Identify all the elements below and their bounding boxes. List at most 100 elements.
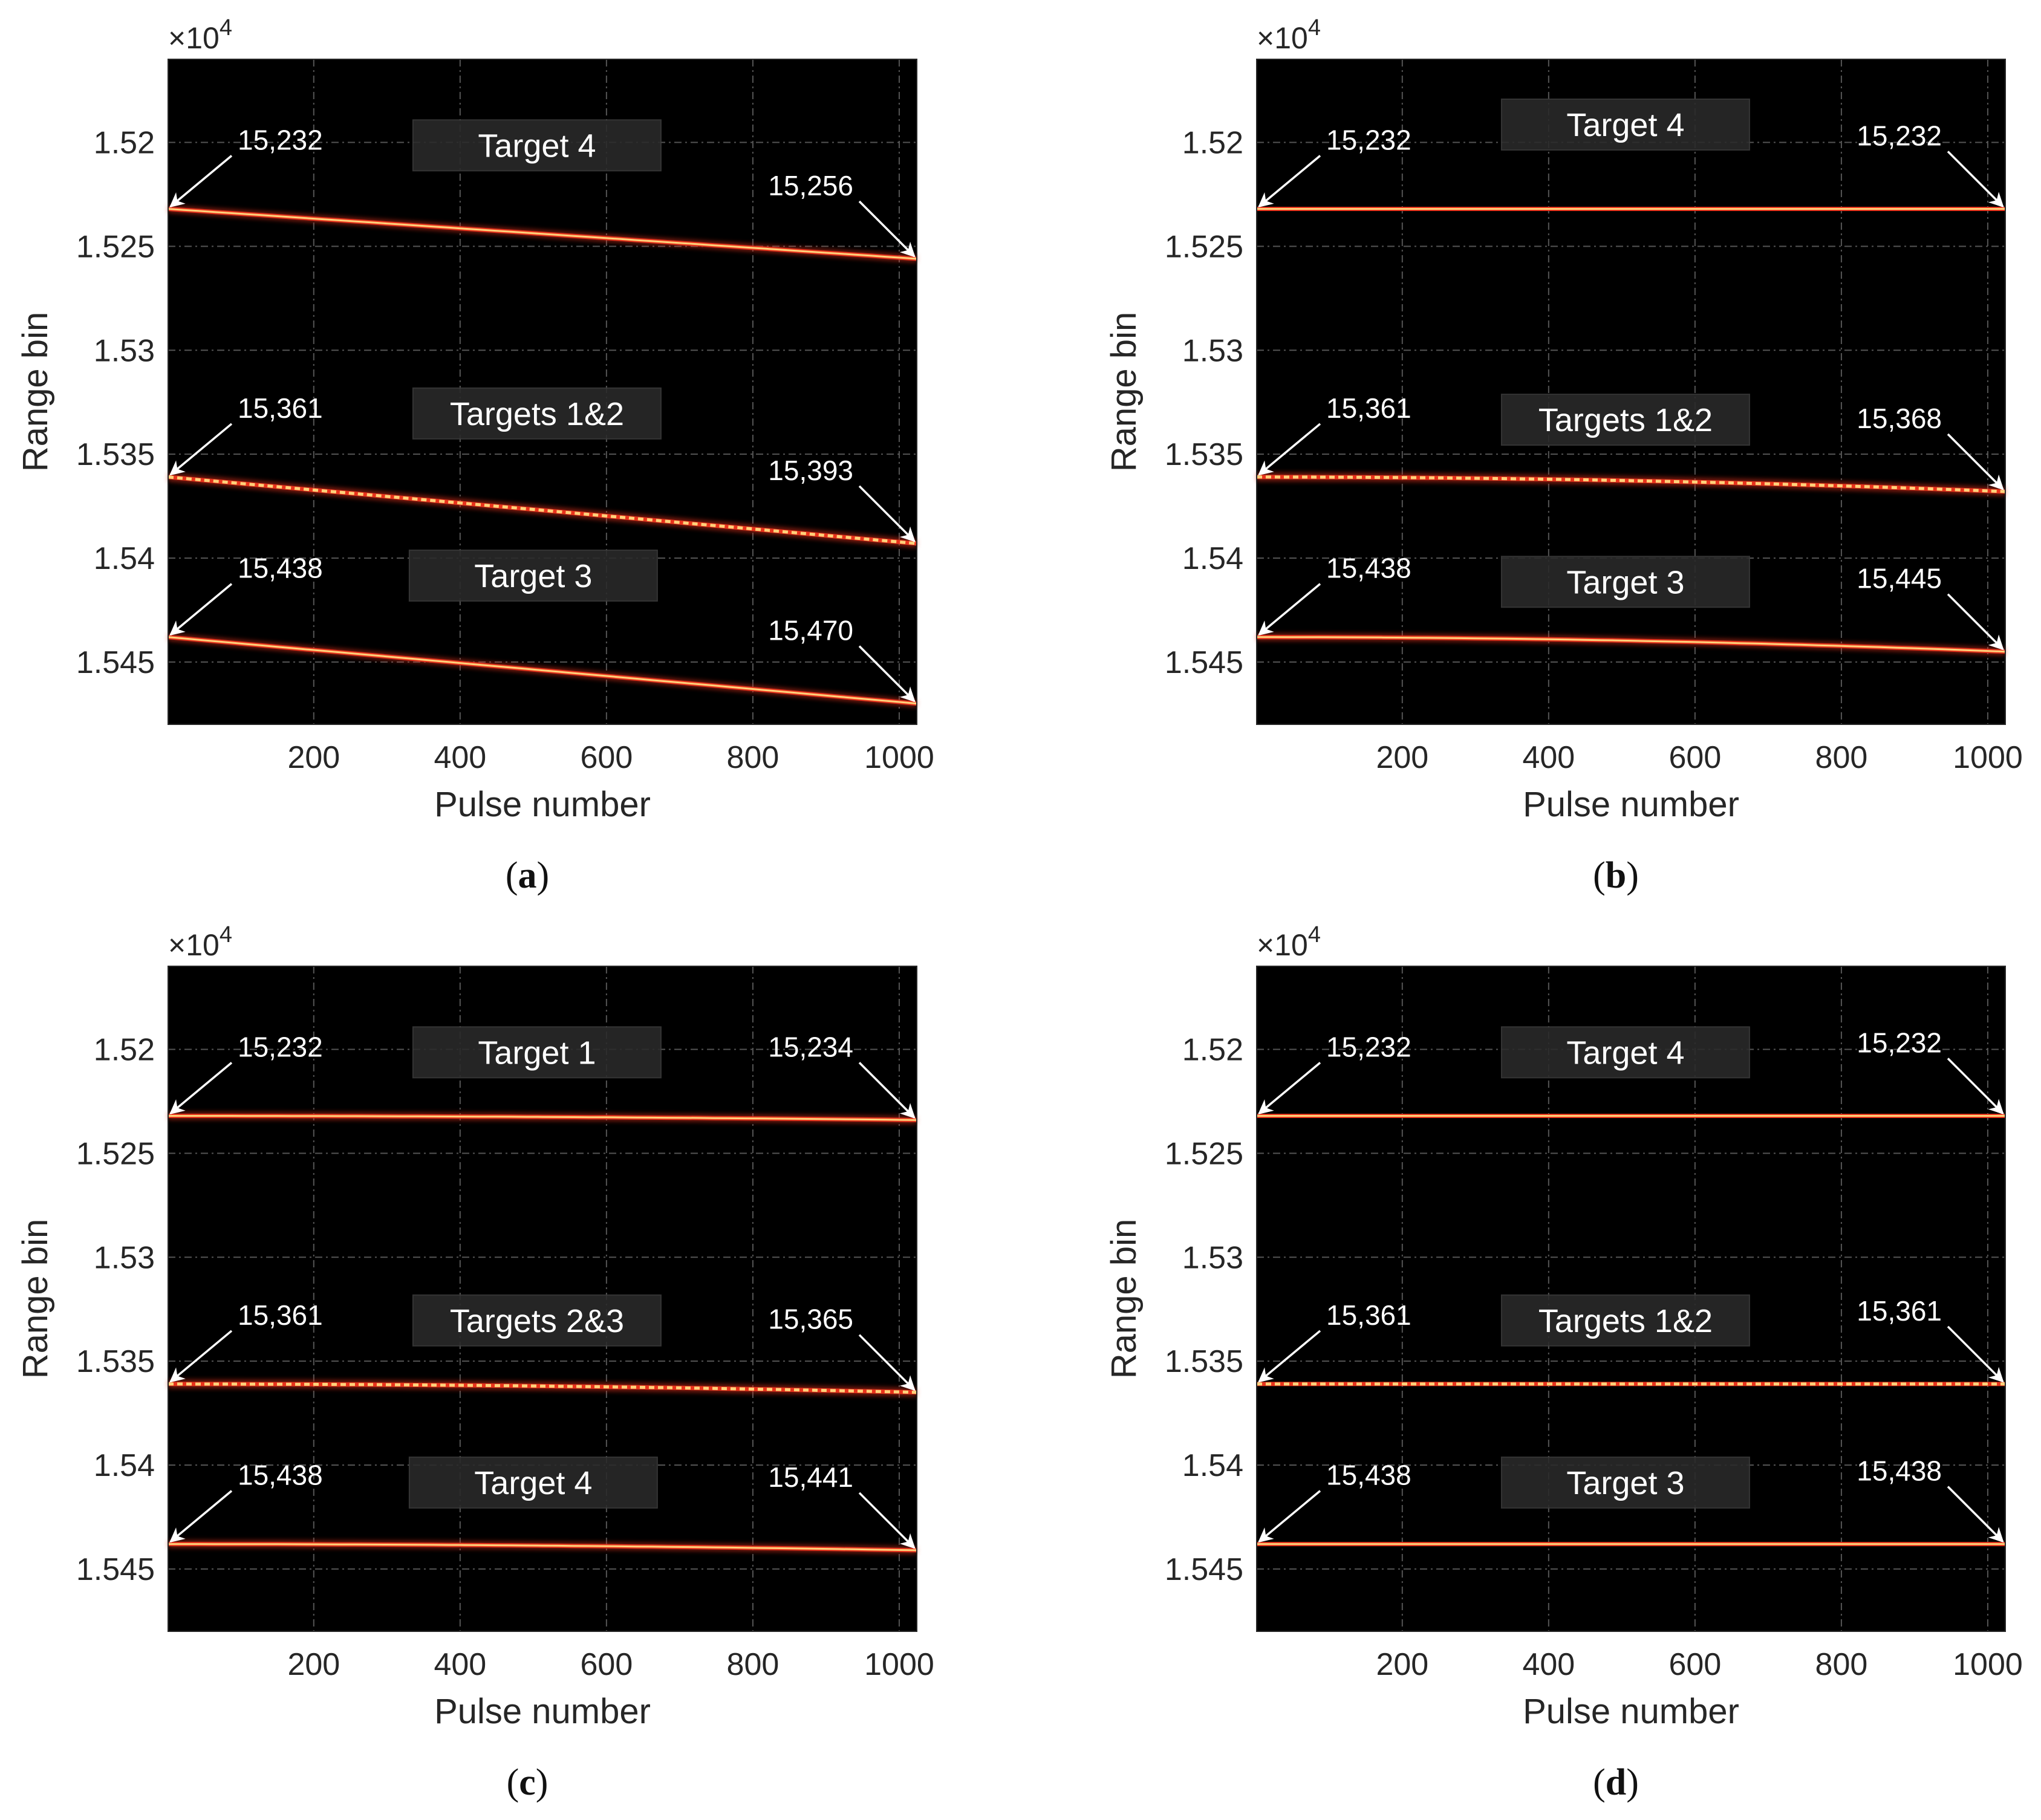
start-value-label: 15,361 bbox=[238, 392, 323, 424]
caption-letter: c bbox=[519, 1762, 536, 1803]
start-value-label: 15,232 bbox=[1326, 1032, 1411, 1063]
end-value-label: 15,361 bbox=[1857, 1295, 1942, 1327]
y-tick-label: 1.54 bbox=[1182, 1448, 1243, 1483]
track-core bbox=[168, 208, 917, 260]
start-arrow bbox=[1258, 155, 1321, 208]
y-tick-label: 1.52 bbox=[1182, 1033, 1243, 1068]
x-tick-label: 200 bbox=[1376, 740, 1428, 775]
panel-caption: (d) bbox=[1593, 1762, 1639, 1803]
y-exponent-label: ×104 bbox=[1257, 922, 1321, 962]
end-value-label: 15,256 bbox=[768, 170, 853, 201]
start-arrow bbox=[1258, 423, 1321, 476]
y-tick-label: 1.535 bbox=[1165, 1344, 1243, 1379]
plot-frame bbox=[1256, 59, 2006, 725]
x-tick-label: 1000 bbox=[1953, 1647, 2023, 1682]
y-exponent-power: 4 bbox=[1308, 922, 1321, 947]
track-core bbox=[168, 636, 917, 705]
y-tick-label: 1.525 bbox=[1165, 1136, 1243, 1171]
target-label-box bbox=[412, 1026, 662, 1079]
end-arrow bbox=[858, 1062, 916, 1119]
end-arrow bbox=[858, 485, 916, 542]
target-label-box bbox=[412, 387, 662, 440]
start-value-label: 15,232 bbox=[238, 1032, 323, 1063]
y-tick-label: 1.54 bbox=[94, 541, 155, 576]
y-tick-label: 1.525 bbox=[76, 229, 155, 264]
end-value-label: 15,393 bbox=[768, 455, 853, 486]
x-tick-label: 200 bbox=[287, 1647, 340, 1682]
target-label: Target 1 bbox=[478, 1035, 596, 1071]
y-exponent-label: ×104 bbox=[168, 922, 232, 962]
end-arrow bbox=[1947, 151, 2004, 208]
x-axis-label: Pulse number bbox=[434, 785, 651, 824]
start-value-label: 15,438 bbox=[1326, 553, 1411, 584]
y-exponent-label: ×104 bbox=[1257, 15, 1321, 55]
end-arrow bbox=[1947, 433, 2004, 490]
x-axis-label: Pulse number bbox=[434, 1692, 651, 1731]
y-exponent-base: ×10 bbox=[1257, 928, 1308, 962]
y-tick-label: 1.535 bbox=[76, 1344, 155, 1379]
y-tick-label: 1.535 bbox=[76, 437, 155, 472]
target-label-box bbox=[1500, 394, 1750, 446]
x-tick-label: 400 bbox=[1522, 1647, 1575, 1682]
start-value-label: 15,438 bbox=[238, 553, 323, 584]
end-value-label: 15,234 bbox=[768, 1031, 853, 1062]
y-tick-label: 1.53 bbox=[94, 333, 155, 368]
y-tick-label: 1.53 bbox=[1182, 1240, 1243, 1275]
end-value-label: 15,470 bbox=[768, 615, 853, 646]
y-tick-label: 1.525 bbox=[76, 1136, 155, 1171]
start-value-label: 15,232 bbox=[1326, 125, 1411, 156]
track-core bbox=[1257, 475, 2006, 493]
y-exponent-base: ×10 bbox=[168, 928, 220, 962]
start-arrow bbox=[1258, 1062, 1321, 1115]
target-label-box bbox=[408, 1456, 658, 1509]
x-tick-label: 800 bbox=[727, 740, 780, 775]
caption-letter: a bbox=[518, 855, 537, 896]
panel-caption: (c) bbox=[507, 1762, 548, 1803]
y-tick-label: 1.52 bbox=[94, 126, 155, 161]
start-arrow bbox=[169, 1062, 233, 1115]
end-arrow bbox=[858, 200, 916, 258]
y-tick-label: 1.545 bbox=[76, 1552, 155, 1587]
caption-paren-close: ) bbox=[1626, 855, 1639, 896]
panel-d: Target 4 15,232 15,232 Targets 1&2 15,361 15,… bbox=[1104, 922, 2023, 1803]
x-tick-label: 400 bbox=[1522, 740, 1575, 775]
caption-paren-open: ( bbox=[1593, 855, 1606, 896]
panel-c: Target 1 15,232 15,234 Targets 2&3 15,361 15,… bbox=[16, 922, 934, 1803]
target-label: Targets 1&2 bbox=[1538, 402, 1713, 438]
track-core bbox=[168, 1543, 917, 1552]
start-value-label: 15,361 bbox=[1326, 392, 1411, 424]
end-value-label: 15,365 bbox=[768, 1304, 853, 1335]
plot-area bbox=[1257, 59, 2005, 724]
start-value-label: 15,438 bbox=[1326, 1460, 1411, 1491]
target-label-box bbox=[412, 1294, 662, 1347]
x-tick-label: 600 bbox=[1669, 740, 1722, 775]
x-tick-label: 600 bbox=[1669, 1647, 1722, 1682]
track-core bbox=[168, 1115, 917, 1121]
target-label-box bbox=[1500, 1294, 1750, 1347]
x-tick-label: 800 bbox=[1815, 740, 1868, 775]
plot-frame bbox=[168, 59, 917, 725]
end-value-label: 15,438 bbox=[1857, 1455, 1942, 1487]
x-tick-label: 1000 bbox=[864, 740, 934, 775]
y-axis-label: Range bin bbox=[16, 312, 55, 472]
y-exponent-base: ×10 bbox=[1257, 21, 1308, 55]
target-label: Target 4 bbox=[1566, 107, 1684, 143]
start-value-label: 15,361 bbox=[238, 1299, 323, 1331]
end-arrow bbox=[1947, 1325, 2004, 1383]
target-label: Target 3 bbox=[1566, 564, 1684, 600]
y-tick-label: 1.53 bbox=[1182, 333, 1243, 368]
y-axis-label: Range bin bbox=[1104, 312, 1144, 472]
y-tick-label: 1.525 bbox=[1165, 229, 1243, 264]
target-label-box bbox=[1500, 1026, 1750, 1079]
target-label: Target 4 bbox=[474, 1465, 592, 1501]
x-tick-label: 600 bbox=[581, 1647, 633, 1682]
end-arrow bbox=[858, 1492, 916, 1549]
caption-paren-open: ( bbox=[1593, 1762, 1606, 1803]
caption-paren-close: ) bbox=[536, 1762, 548, 1803]
y-tick-label: 1.545 bbox=[1165, 1552, 1243, 1587]
target-label: Targets 2&3 bbox=[450, 1303, 624, 1339]
x-axis-label: Pulse number bbox=[1523, 1692, 1739, 1731]
target-label-box bbox=[1500, 556, 1750, 608]
start-arrow bbox=[1258, 583, 1321, 636]
caption-paren-close: ) bbox=[1626, 1762, 1639, 1803]
